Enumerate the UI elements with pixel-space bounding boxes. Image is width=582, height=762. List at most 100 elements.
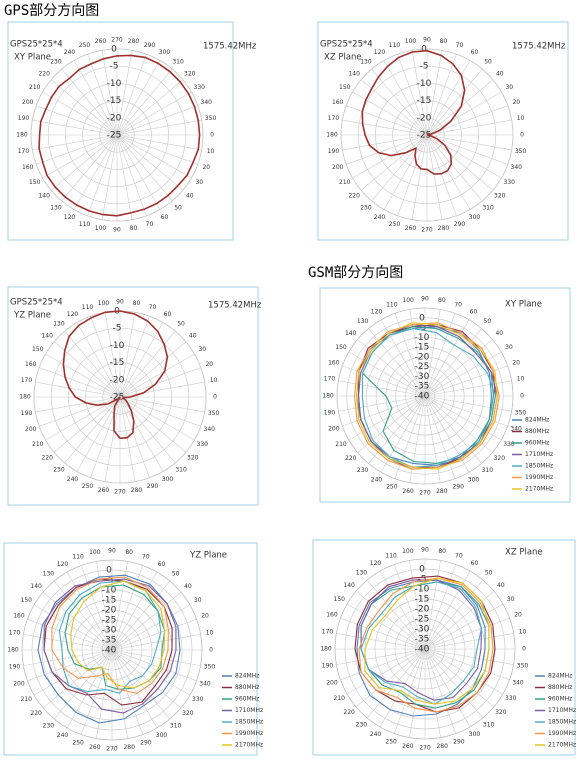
- angle-tick-label: 100: [402, 548, 414, 555]
- angle-tick-label: 40: [186, 193, 194, 200]
- angle-tick-label: 130: [356, 570, 368, 577]
- legend-label: 1990MHz: [525, 474, 553, 481]
- angular-grid-line: [368, 328, 426, 397]
- angular-grid-line: [348, 395, 426, 441]
- radial-tick-label: -25: [102, 616, 117, 626]
- angular-grid-line: [424, 380, 512, 397]
- angle-tick-label: 160: [326, 612, 338, 619]
- angle-tick-label: 80: [438, 297, 446, 304]
- angle-tick-label: 60: [471, 560, 479, 567]
- angular-grid-line: [424, 648, 471, 728]
- angular-grid-line: [116, 134, 184, 191]
- angle-tick-label: 270: [111, 37, 123, 44]
- angle-tick-label: 140: [41, 332, 53, 339]
- angular-grid-line: [39, 396, 121, 427]
- angle-tick-label: 180: [326, 132, 338, 139]
- angle-tick-label: 300: [156, 732, 168, 739]
- legend-label: 1850MHz: [235, 719, 263, 726]
- angle-tick-label: 90: [116, 299, 124, 306]
- angle-tick-label: 50: [177, 321, 185, 328]
- radial-tick-label: -20: [415, 605, 430, 615]
- angle-tick-label: 310: [172, 59, 184, 66]
- angle-tick-label: 100: [89, 549, 101, 556]
- angle-tick-label: 140: [343, 582, 355, 589]
- radial-tick-label: -40: [415, 645, 430, 655]
- angular-grid-line: [101, 50, 118, 136]
- radial-tick-label: -20: [417, 113, 432, 123]
- angular-grid-line: [90, 316, 121, 398]
- angle-tick-label: 100: [98, 300, 110, 307]
- angle-tick-label: 290: [144, 42, 156, 49]
- angle-tick-label: 80: [438, 548, 446, 555]
- angular-grid-line: [111, 580, 171, 651]
- angle-tick-label: 170: [21, 377, 33, 384]
- angle-tick-label: 290: [453, 739, 465, 746]
- angle-tick-label: 230: [357, 467, 369, 474]
- radial-tick-label: -15: [102, 596, 117, 606]
- angular-grid-line: [342, 365, 426, 397]
- angle-tick-label: 40: [495, 330, 503, 337]
- angle-tick-label: 10: [210, 377, 218, 384]
- angle-tick-label: 330: [505, 695, 517, 702]
- angular-grid-line: [61, 134, 118, 202]
- angle-tick-label: 210: [32, 441, 44, 448]
- angular-grid-line: [357, 339, 426, 397]
- angle-tick-label: 260: [402, 743, 414, 750]
- angular-grid-line: [27, 649, 113, 682]
- angular-grid-line: [357, 395, 426, 453]
- angle-tick-label: 290: [147, 483, 159, 490]
- angle-tick-label: 350: [204, 664, 216, 671]
- angle-tick-label: 0: [520, 132, 524, 139]
- angle-tick-label: 220: [343, 709, 355, 716]
- angle-tick-label: 310: [170, 722, 182, 729]
- angle-tick-label: 80: [133, 300, 141, 307]
- angle-tick-label: 280: [123, 744, 135, 751]
- angular-grid-line: [27, 618, 113, 651]
- angular-grid-line: [424, 313, 456, 397]
- angular-grid-line: [116, 134, 133, 220]
- angular-grid-line: [426, 134, 502, 179]
- angular-grid-line: [366, 579, 426, 650]
- angular-grid-line: [53, 396, 121, 453]
- angle-tick-label: 250: [389, 221, 401, 228]
- series-line: [358, 577, 494, 713]
- radial-tick-label: 0: [419, 313, 425, 323]
- angle-tick-label: 200: [13, 680, 25, 687]
- angular-grid-line: [119, 396, 150, 478]
- chart-title: GPS25*25*4: [10, 298, 63, 308]
- angular-grid-line: [409, 560, 426, 650]
- angular-grid-line: [87, 134, 118, 216]
- angular-grid-line: [111, 561, 128, 651]
- angular-grid-line: [424, 617, 510, 650]
- angular-grid-line: [426, 134, 483, 202]
- angular-grid-line: [111, 604, 191, 651]
- angular-grid-line: [346, 105, 428, 136]
- angle-tick-label: 130: [53, 321, 65, 328]
- legend-label: 1990MHz: [235, 730, 263, 737]
- angular-grid-line: [116, 50, 133, 136]
- angular-grid-line: [424, 395, 508, 427]
- angle-tick-label: 120: [370, 560, 382, 567]
- angle-tick-label: 10: [207, 148, 215, 155]
- angular-grid-line: [424, 648, 457, 734]
- radial-tick-label: -40: [415, 392, 430, 402]
- angular-grid-line: [66, 571, 113, 651]
- frequency-label: 1575.42MHz: [512, 42, 566, 52]
- angle-tick-label: 80: [130, 225, 138, 232]
- angle-tick-label: 340: [511, 164, 523, 171]
- angular-grid-line: [336, 633, 426, 650]
- angle-tick-label: 320: [494, 455, 506, 462]
- angle-tick-label: 70: [142, 553, 150, 560]
- radial-tick-label: -25: [415, 615, 430, 625]
- angle-tick-label: 170: [18, 148, 30, 155]
- angle-tick-label: 300: [468, 477, 480, 484]
- angle-tick-label: 250: [385, 739, 397, 746]
- angular-grid-line: [409, 309, 426, 397]
- angle-tick-label: 80: [125, 549, 133, 556]
- angle-tick-label: 330: [192, 696, 204, 703]
- angle-tick-label: 220: [30, 710, 42, 717]
- angular-grid-line: [61, 68, 118, 136]
- angular-grid-line: [424, 365, 508, 397]
- angular-grid-line: [42, 91, 118, 136]
- angular-grid-line: [426, 54, 457, 136]
